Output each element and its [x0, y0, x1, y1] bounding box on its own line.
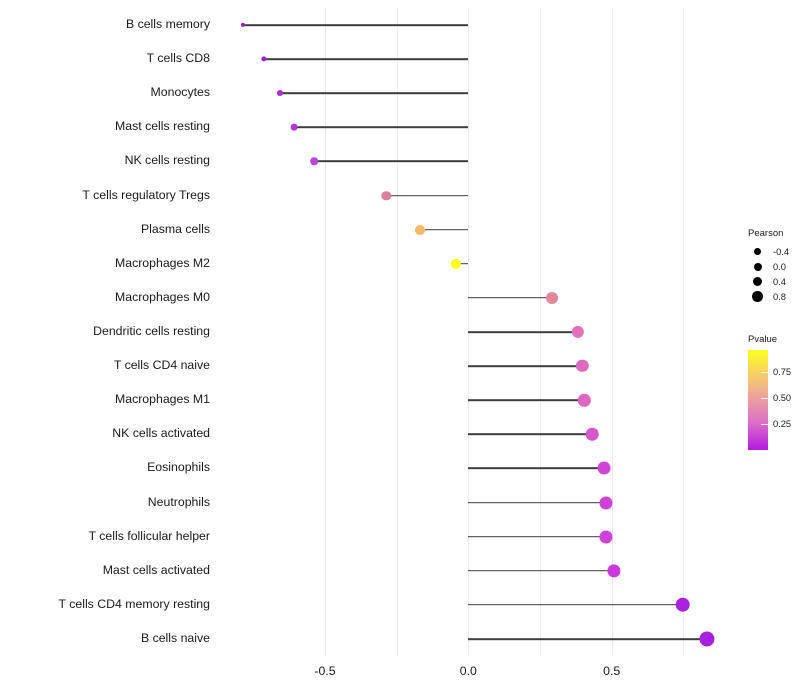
y-axis-label: Macrophages M2 — [114, 255, 210, 270]
y-axis-label: T cells regulatory Tregs — [82, 187, 210, 202]
pearson-legend-title: Pearson — [748, 228, 784, 239]
y-axis-label: T cells follicular helper — [88, 528, 210, 543]
pearson-legend-dot-box — [748, 291, 767, 302]
pvalue-legend-title: Pvalue — [748, 334, 778, 345]
lollipop-point — [585, 428, 599, 441]
y-axis-label: Monocytes — [150, 85, 210, 100]
lollipop-point — [260, 56, 267, 62]
pearson-legend-dot — [752, 291, 763, 302]
pearson-legend-label: 0.4 — [773, 276, 786, 287]
y-axis-label: B cells memory — [125, 17, 210, 32]
pvalue-colorbar-label: 0.25 — [773, 419, 792, 429]
pearson-legend-label: 0.0 — [773, 261, 786, 272]
pvalue-colorbar-tick — [761, 372, 768, 373]
lollipop-point — [290, 123, 298, 131]
lollipop-point — [576, 359, 589, 373]
y-axis-label: Mast cells resting — [115, 119, 210, 134]
y-axis-label: NK cells activated — [112, 426, 210, 441]
lollipop-point — [276, 90, 283, 97]
y-axis-label: Neutrophils — [147, 494, 210, 509]
lollipop-stem — [468, 331, 578, 333]
lollipop-stem — [468, 399, 585, 401]
pearson-legend-item: 0.0 — [748, 259, 789, 274]
lollipop-stem — [468, 638, 708, 640]
y-axis-label: Macrophages M1 — [114, 392, 210, 407]
pearson-legend-item: 0.4 — [748, 274, 789, 289]
gridline-minor — [683, 8, 685, 656]
lollipop-point — [675, 597, 691, 613]
pearson-size-legend: Pearson -0.4 0.0 0.4 0.8 — [748, 228, 789, 304]
pvalue-colorbar-labels: 0.75 0.50 0.25 — [768, 350, 800, 450]
y-axis-label: T cells CD8 — [146, 51, 210, 66]
lollipop-point — [597, 461, 611, 475]
lollipop-point — [578, 394, 591, 407]
pvalue-colorbar-wrap: 0.75 0.50 0.25 — [748, 350, 800, 450]
y-axis-labels: B cells memory T cells CD8 Monocytes Mast c… — [0, 0, 210, 700]
lollipop-stem — [279, 92, 469, 95]
x-axis-tick-label: 0.5 — [603, 664, 621, 678]
lollipop-stem — [420, 228, 469, 231]
lollipop-stem — [468, 569, 614, 572]
y-axis-label: T cells CD4 memory resting — [58, 596, 210, 611]
lollipop-point — [415, 224, 426, 235]
pearson-legend-dot-box — [748, 276, 767, 287]
lollipop-point — [450, 258, 461, 269]
lollipop-point — [240, 22, 246, 28]
lollipop-stem — [468, 501, 606, 504]
y-axis-label: Eosinophils — [147, 460, 210, 475]
gridline-major — [324, 8, 326, 656]
x-axis-tick-label: -0.5 — [314, 664, 336, 678]
lollipop-point — [607, 564, 621, 578]
lollipop-stem — [468, 467, 604, 470]
pearson-legend-label: 0.8 — [773, 291, 786, 302]
y-axis-label: Plasma cells — [140, 221, 210, 236]
pearson-legend-item: 0.8 — [748, 289, 789, 304]
lollipop-stem — [468, 297, 553, 299]
lollipop-stem — [386, 194, 469, 197]
y-axis-label: Mast cells activated — [102, 562, 210, 577]
pearson-legend-dot — [752, 276, 763, 287]
plot-panel — [216, 8, 735, 656]
pearson-legend-dot-box — [748, 248, 767, 255]
pvalue-colorbar — [748, 350, 768, 450]
pvalue-colorbar-tick — [761, 398, 768, 399]
lollipop-point — [310, 157, 319, 166]
lollipop-point — [599, 530, 613, 544]
pearson-legend-dot-box — [748, 262, 767, 271]
y-axis-label: Macrophages M0 — [114, 289, 210, 304]
pvalue-color-legend: Pvalue 0.75 0.50 0.25 — [748, 334, 800, 450]
lollipop-point — [546, 291, 559, 304]
lollipop-point — [699, 631, 715, 647]
gridline-minor — [396, 8, 398, 656]
pvalue-colorbar-label: 0.75 — [773, 367, 792, 377]
lollipop-stem — [468, 604, 683, 606]
pearson-legend-dot — [753, 262, 762, 271]
lollipop-stem — [468, 433, 593, 436]
lollipop-stem — [455, 262, 469, 265]
pvalue-colorbar-tick — [761, 424, 768, 425]
pearson-legend-label: -0.4 — [773, 246, 790, 257]
pearson-legend-items: -0.4 0.0 0.4 0.8 — [748, 244, 789, 304]
gridline-major — [611, 8, 613, 656]
lollipop-point — [381, 190, 392, 201]
lollipop-stem — [468, 365, 583, 367]
y-axis-label: B cells naive — [140, 630, 210, 645]
x-axis-tick-labels: -0.5 0.0 0.5 — [216, 656, 735, 686]
x-axis-tick-label: 0.0 — [459, 664, 477, 678]
lollipop-stem — [293, 126, 469, 129]
y-axis-label: T cells CD4 naive — [113, 358, 210, 373]
y-axis-label: Dendritic cells resting — [93, 324, 210, 338]
pearson-legend-item: -0.4 — [748, 244, 789, 259]
lollipop-point — [571, 325, 584, 339]
y-axis-label: NK cells resting — [124, 153, 210, 168]
lollipop-stem — [314, 160, 469, 163]
lollipop-stem — [242, 24, 469, 26]
lollipop-point — [599, 496, 613, 510]
pearson-legend-dot — [754, 248, 761, 255]
pvalue-colorbar-label: 0.50 — [773, 393, 792, 403]
lollipop-stem — [468, 535, 606, 538]
lollipop-stem — [263, 58, 469, 60]
